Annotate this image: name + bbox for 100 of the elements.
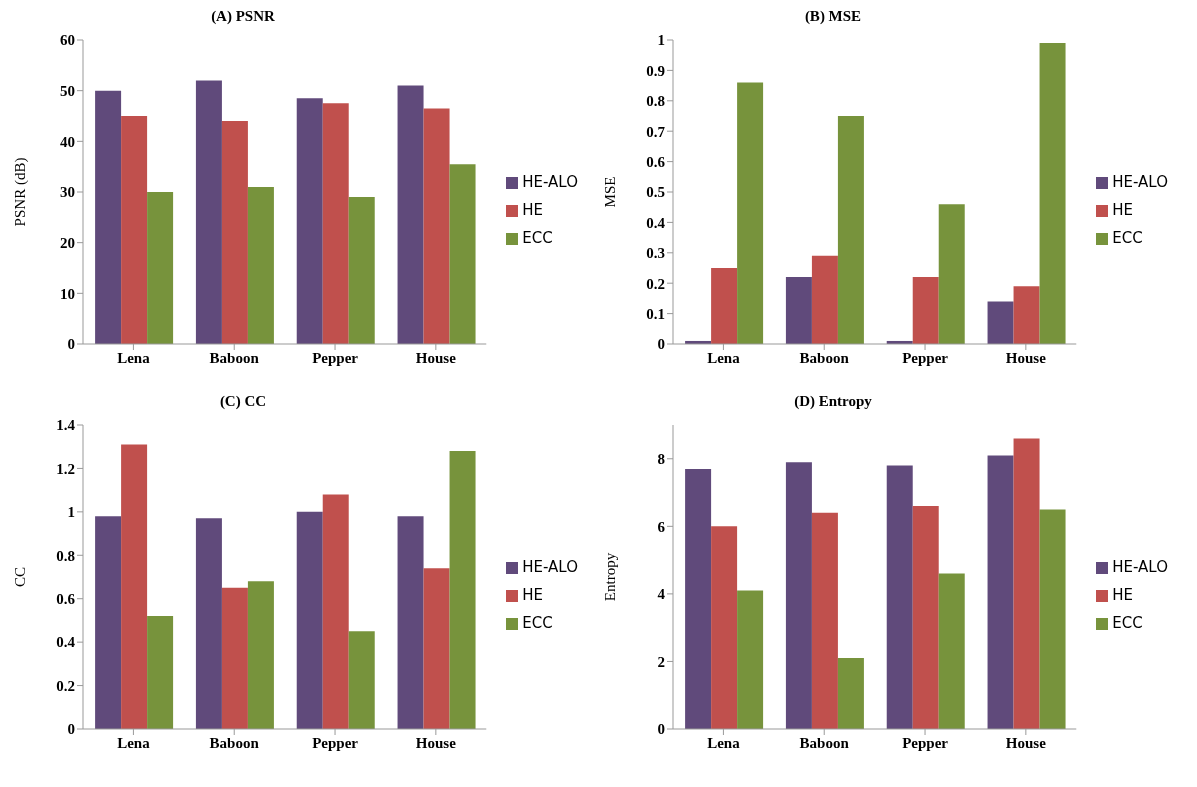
y-axis-title: PSNR (dB) <box>12 157 30 227</box>
bar <box>423 108 450 344</box>
legend-label: HE <box>1112 586 1134 604</box>
legend-label: HE-ALO <box>1112 558 1168 576</box>
y-tick-label: 0.4 <box>646 214 666 231</box>
bar <box>837 658 864 729</box>
y-tick-label: 0.6 <box>56 591 76 608</box>
y-tick-label: 0 <box>657 721 665 738</box>
bar <box>737 82 764 344</box>
bar <box>449 164 476 344</box>
bar <box>837 116 864 344</box>
bar <box>685 468 712 729</box>
bar <box>95 516 122 729</box>
y-tick-label: 10 <box>60 285 75 302</box>
bar <box>147 616 174 729</box>
bar <box>938 204 965 344</box>
y-tick-label: 0.8 <box>56 547 75 564</box>
y-tick-label: 0 <box>67 721 75 738</box>
x-tick-label: Pepper <box>312 349 359 366</box>
chart-title: (D) Entropy <box>793 393 873 411</box>
bar <box>195 518 222 729</box>
chart-title: (B) MSE <box>803 8 863 26</box>
bar <box>247 581 274 729</box>
bar <box>1013 286 1040 344</box>
bar <box>195 80 222 344</box>
x-tick-label: Baboon <box>209 349 260 366</box>
x-tick-label: Baboon <box>209 734 260 751</box>
legend-label: HE-ALO <box>522 558 578 576</box>
bar <box>423 568 450 729</box>
bar <box>785 277 812 344</box>
y-tick-label: 1 <box>67 504 75 521</box>
y-tick-label: 0.2 <box>646 275 665 292</box>
y-tick-label: 0.9 <box>646 62 665 79</box>
y-tick-label: 0.2 <box>56 677 75 694</box>
legend-label: ECC <box>522 614 553 632</box>
bar <box>1039 509 1066 729</box>
y-tick-label: 0.1 <box>646 305 665 322</box>
y-tick-label: 0.4 <box>56 634 76 651</box>
bar <box>121 116 148 344</box>
legend-label: ECC <box>1112 229 1143 247</box>
bar <box>147 192 174 344</box>
y-tick-label: 60 <box>60 32 75 49</box>
x-tick-label: Pepper <box>312 734 359 751</box>
bar <box>296 98 323 344</box>
y-tick-label: 2 <box>657 653 665 670</box>
bar <box>785 462 812 729</box>
x-tick-label: Lena <box>707 734 741 751</box>
y-axis-title: CC <box>12 566 29 588</box>
bar <box>737 590 764 729</box>
x-tick-label: Pepper <box>902 349 949 366</box>
y-tick-label: 1 <box>657 32 665 49</box>
bar <box>322 103 349 344</box>
chart-title: (A) PSNR <box>210 8 276 26</box>
bar <box>811 255 838 344</box>
y-tick-label: 0.7 <box>646 123 666 140</box>
y-tick-label: 0.8 <box>646 93 665 110</box>
bar <box>938 573 965 729</box>
bar <box>221 121 248 344</box>
y-tick-label: 50 <box>60 82 75 99</box>
bar <box>322 494 349 729</box>
chart-title: (C) CC <box>218 393 268 411</box>
y-tick-label: 40 <box>60 133 75 150</box>
bar <box>912 506 939 729</box>
legend-label: HE <box>522 586 544 604</box>
x-tick-label: Pepper <box>902 734 949 751</box>
legend-label: HE-ALO <box>1112 173 1168 191</box>
x-tick-label: House <box>415 734 457 751</box>
bar <box>886 465 913 729</box>
x-tick-label: Baboon <box>799 349 850 366</box>
y-tick-label: 1.2 <box>56 460 75 477</box>
y-tick-label: 8 <box>657 451 665 468</box>
y-tick-label: 0.6 <box>646 153 666 170</box>
bar <box>121 444 148 729</box>
y-tick-label: 0 <box>657 336 665 353</box>
legend-label: ECC <box>522 229 553 247</box>
x-tick-label: House <box>415 349 457 366</box>
bar <box>397 516 424 729</box>
bar <box>348 197 375 344</box>
y-axis-title: Entropy <box>602 552 619 602</box>
y-tick-label: 4 <box>657 586 666 603</box>
legend-label: HE-ALO <box>522 173 578 191</box>
y-tick-label: 6 <box>657 518 666 535</box>
bar <box>912 277 939 344</box>
x-tick-label: Baboon <box>799 734 850 751</box>
y-tick-label: 1.4 <box>56 417 76 434</box>
bar <box>811 512 838 729</box>
bar <box>711 268 738 344</box>
x-tick-label: Lena <box>707 349 741 366</box>
x-tick-label: House <box>1005 349 1047 366</box>
bar <box>296 511 323 729</box>
y-axis-title: MSE <box>602 176 619 208</box>
legend-label: HE <box>522 201 544 219</box>
bar <box>397 85 424 344</box>
y-tick-label: 0.3 <box>646 245 665 262</box>
x-tick-label: Lena <box>117 734 151 751</box>
x-tick-label: Lena <box>117 349 151 366</box>
bar <box>1039 43 1066 344</box>
legend-label: ECC <box>1112 614 1143 632</box>
legend-label: HE <box>1112 201 1134 219</box>
bar <box>449 451 476 729</box>
